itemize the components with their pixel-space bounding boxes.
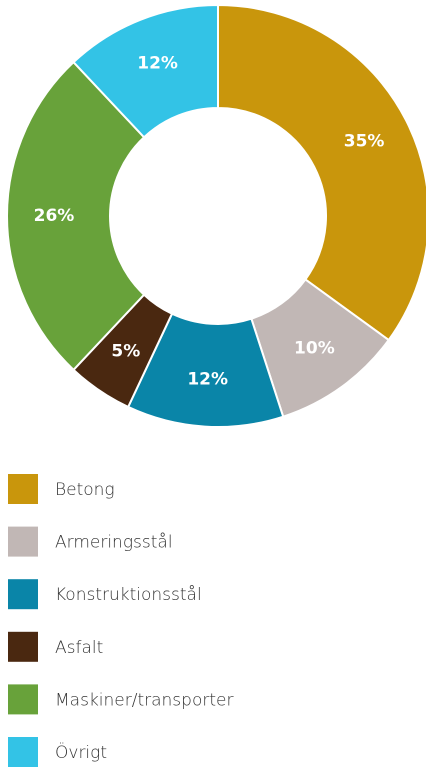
legend-label: Asfalt <box>55 638 103 658</box>
slice-label: 12% <box>187 370 228 390</box>
legend-swatch <box>8 526 38 557</box>
donut-slice <box>6 60 146 372</box>
slice-label: 5% <box>111 342 140 362</box>
legend-label: Armeringsstål <box>55 532 173 553</box>
legend-swatch <box>8 474 38 504</box>
slice-label: 26% <box>34 206 75 226</box>
legend-swatch <box>8 579 38 610</box>
legend-label: Övrigt <box>55 741 107 763</box>
legend-label: Maskiner/transporter <box>55 690 233 710</box>
legend-swatch <box>8 684 38 715</box>
slice-label: 12% <box>137 54 178 74</box>
legend-label: Konstruktionsstål <box>55 584 202 605</box>
legend-label: Betong <box>55 480 115 500</box>
legend-swatch <box>8 631 38 662</box>
legend-swatch <box>8 737 38 767</box>
slice-label: 10% <box>294 339 335 359</box>
donut-slice <box>217 3 426 342</box>
slice-label: 35% <box>344 132 385 152</box>
donut-slice <box>72 3 219 139</box>
